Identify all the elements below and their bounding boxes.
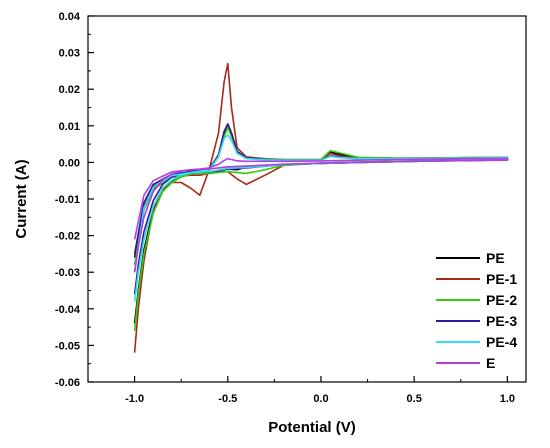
x-axis-ticks: -1.0 -0.5 0.0 0.5 1.0 <box>87 376 515 405</box>
series-lines <box>133 62 509 353</box>
y-tick-label: 0.01 <box>59 121 80 133</box>
series-line-pe-3 <box>133 123 509 295</box>
legend-label: PE-3 <box>486 313 517 329</box>
x-tick-label: -0.5 <box>218 393 237 405</box>
series-line-pe-2 <box>133 126 509 331</box>
legend-label: PE-2 <box>486 292 517 308</box>
y-tick-label: -0.05 <box>55 340 80 352</box>
x-tick-label: 0.5 <box>407 393 422 405</box>
series-line-e <box>133 157 509 273</box>
legend-label: PE-1 <box>486 271 517 287</box>
legend: PE PE-1 PE-2 PE-3 PE-4 E <box>436 250 517 371</box>
x-tick-label: 0.0 <box>313 393 328 405</box>
series-line-pe-1 <box>133 62 509 353</box>
x-tick-label: -1.0 <box>125 393 144 405</box>
y-axis-ticks: -0.06 -0.05 -0.04 -0.03 -0.02 -0.01 0.00 0.01 0.… <box>55 11 94 389</box>
y-tick-label: 0.03 <box>59 48 80 60</box>
y-tick-label: 0.04 <box>59 11 81 23</box>
legend-label: E <box>486 355 495 371</box>
x-axis-title: Potential (V) <box>268 419 356 436</box>
y-tick-label: -0.02 <box>55 231 80 243</box>
y-tick-label: -0.06 <box>55 377 80 389</box>
legend-label: PE-4 <box>486 334 517 350</box>
x-tick-label: 1.0 <box>500 393 515 405</box>
y-tick-label: -0.04 <box>55 304 81 316</box>
y-tick-label: 0.00 <box>59 157 80 169</box>
series-line-pe-4 <box>133 134 509 302</box>
y-tick-label: -0.01 <box>55 194 80 206</box>
series-line-pe <box>133 123 509 324</box>
y-axis-title: Current (A) <box>13 159 30 238</box>
y-tick-label: 0.02 <box>59 84 80 96</box>
legend-label: PE <box>486 250 505 266</box>
y-tick-label: -0.03 <box>55 267 80 279</box>
